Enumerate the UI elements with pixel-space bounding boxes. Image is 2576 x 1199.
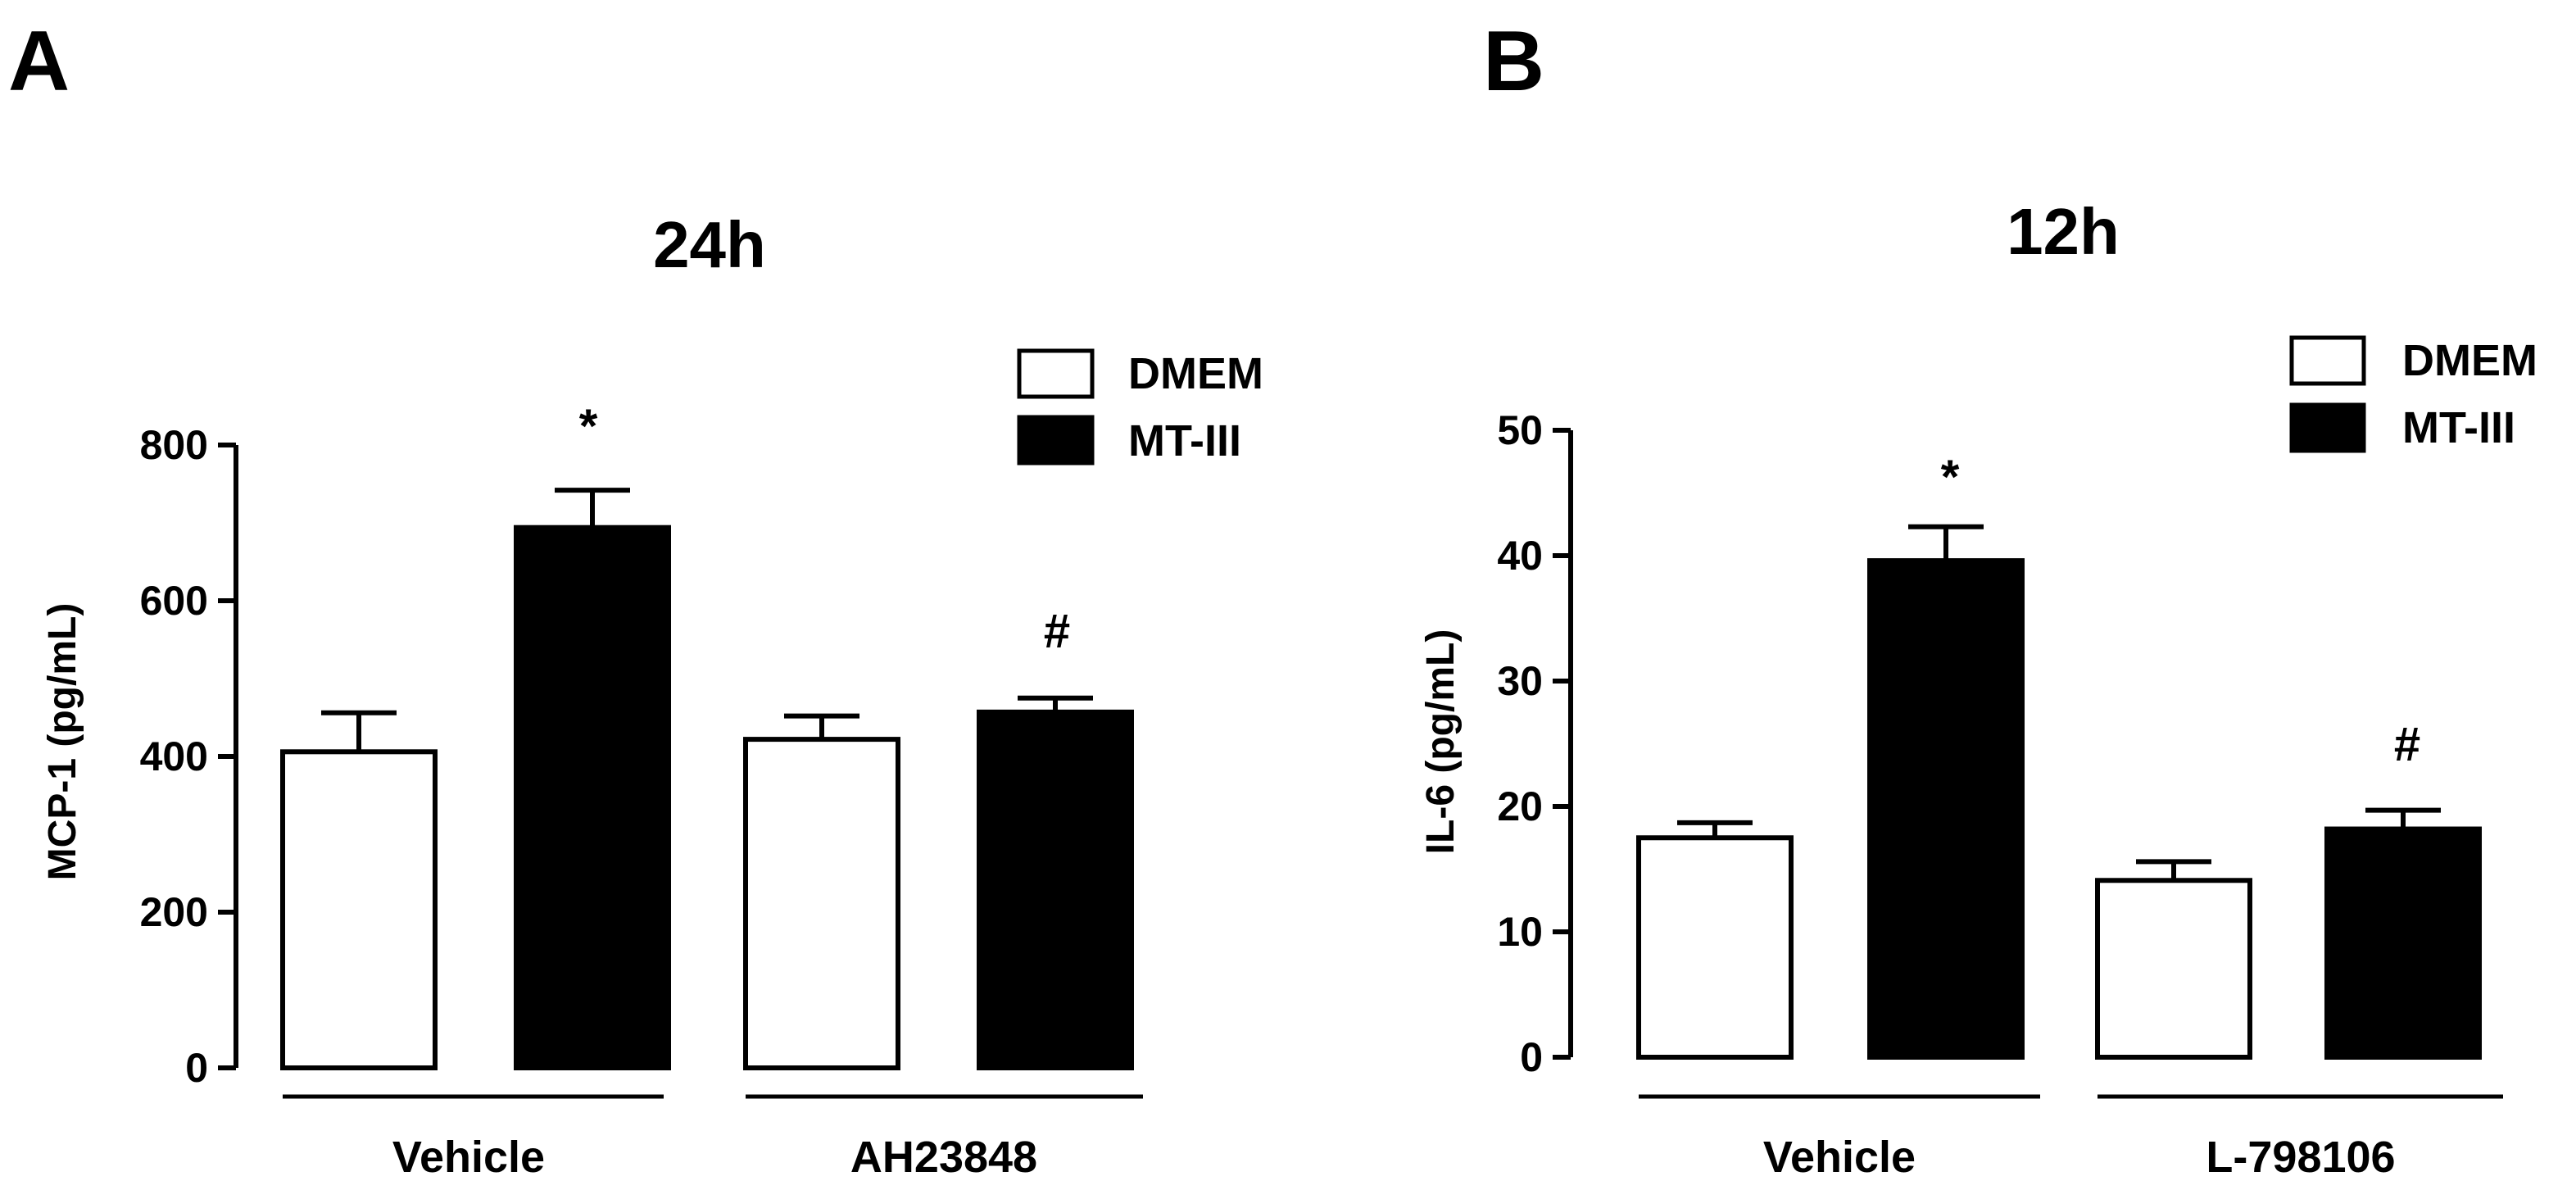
panel-b-y-tick-label: 0 xyxy=(1520,1034,1543,1080)
panel-b-y-axis-label: IL-6 (pg/mL) xyxy=(1419,629,1463,855)
panel-a-y-tick-label: 0 xyxy=(185,1045,208,1091)
panel-b-label: B xyxy=(1483,14,1544,109)
panel-a-legend-label-dmem: DMEM xyxy=(1128,349,1263,398)
panel-b-group-label-vehicle: Vehicle xyxy=(1763,1133,1916,1182)
panel-a: A 24h MCP-1 (pg/mL) DMEM MT-III 0 200 400 6… xyxy=(8,14,1263,1182)
panel-b-group-label-l-798106: L-798106 xyxy=(2206,1133,2395,1182)
panel-b-bar-dmem-l-798106 xyxy=(2095,878,2252,1060)
panel-b-title: 12h xyxy=(2007,195,2120,268)
panel-b-legend-label-dmem: DMEM xyxy=(2402,336,2537,385)
panel-a-bar-mt-iii-ah23848 xyxy=(977,709,1134,1070)
panel-b: B 12h IL-6 (pg/mL) DMEM MT-III 0 10 20 30 40… xyxy=(1419,14,2537,1182)
panel-a-group-label-ah23848: AH23848 xyxy=(850,1133,1037,1182)
panel-b-bar-mt-iii-l-798106 xyxy=(2324,826,2482,1060)
panel-a-annotation-hash: # xyxy=(1044,605,1070,658)
panel-b-bar-dmem-vehicle xyxy=(1636,835,1794,1060)
panel-a-bar-mt-iii-vehicle xyxy=(514,525,671,1070)
panel-b-legend: DMEM MT-III xyxy=(2289,335,2537,453)
panel-b-legend-label-mt-iii: MT-III xyxy=(2402,403,2515,452)
panel-a-label: A xyxy=(8,14,70,109)
panel-a-y-tick-label: 800 xyxy=(140,422,208,468)
panel-b-bar-mt-iii-vehicle xyxy=(1867,558,2025,1060)
panel-b-y-tick-label: 30 xyxy=(1497,658,1543,704)
panel-a-legend: DMEM MT-III xyxy=(1017,348,1263,466)
panel-b-y-tick-label: 10 xyxy=(1497,909,1543,955)
panel-b-y-axis: 0 10 20 30 40 50 xyxy=(1497,407,1573,1080)
panel-a-y-axis: 0 200 400 600 800 xyxy=(140,422,238,1091)
panel-b-bars xyxy=(1636,524,2482,1060)
panel-b-annotation-hash: # xyxy=(2394,718,2420,771)
panel-a-bar-dmem-ah23848 xyxy=(743,737,900,1070)
panel-b-legend-swatch-dmem xyxy=(2289,335,2366,386)
panel-a-legend-swatch-dmem xyxy=(1017,348,1095,399)
panel-a-group-label-vehicle: Vehicle xyxy=(392,1133,545,1182)
panel-a-legend-swatch-mt-iii xyxy=(1017,415,1095,466)
panel-a-y-axis-label: MCP-1 (pg/mL) xyxy=(41,603,84,881)
panel-b-annotation-star: * xyxy=(1941,451,1960,504)
panel-b-y-tick-label: 40 xyxy=(1497,533,1543,579)
panel-b-y-tick-label: 50 xyxy=(1497,407,1543,453)
panel-a-y-tick-label: 400 xyxy=(140,733,208,779)
panel-b-legend-swatch-mt-iii xyxy=(2289,402,2366,453)
panel-a-bar-dmem-vehicle xyxy=(280,749,438,1070)
panel-a-bars xyxy=(280,488,1134,1070)
panel-a-annotation-star: * xyxy=(579,400,598,453)
panel-b-y-tick-label: 20 xyxy=(1497,783,1543,829)
panel-a-y-tick-label: 600 xyxy=(140,578,208,624)
panel-a-title: 24h xyxy=(653,208,766,281)
panel-a-legend-label-mt-iii: MT-III xyxy=(1128,416,1241,466)
panel-a-y-tick-label: 200 xyxy=(140,889,208,935)
